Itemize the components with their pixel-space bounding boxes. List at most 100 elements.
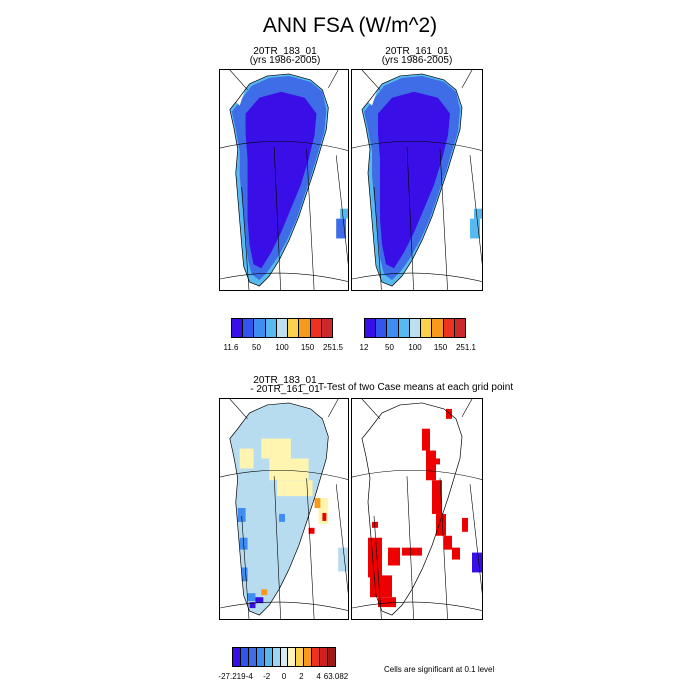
colorbar-tick-label: 0 [281, 672, 287, 681]
colorbar-swatch [254, 319, 266, 337]
grid-cell [462, 517, 468, 532]
grid-cell [368, 537, 382, 578]
colorbar-swatch [280, 648, 289, 666]
grid-cell [269, 458, 309, 481]
grid-cell [470, 218, 480, 239]
case2-colorbar-labels: 12 50 100 150 251.1 [360, 343, 476, 353]
difference-map [220, 399, 348, 619]
grid-cell [261, 438, 291, 459]
case1-colorbar-labels: 11.6 50 100 150 251.5 [224, 343, 344, 353]
colorbar-tick-label: -27.219 [218, 672, 246, 681]
colorbar-swatch [310, 319, 322, 337]
grid-cell [378, 597, 396, 608]
colorbar-swatch [288, 319, 300, 337]
colorbar-swatch [365, 319, 377, 337]
significance-note: Cells are significant at 0.1 level [384, 665, 495, 674]
colorbar-swatch [296, 648, 305, 666]
colorbar-swatch [328, 648, 335, 666]
colorbar-tick-label: 150 [300, 343, 315, 352]
grid-cell [318, 498, 329, 524]
grid-cell [322, 512, 327, 521]
grid-cell [247, 593, 256, 602]
case1-years: (yrs 1986-2005) [249, 55, 321, 66]
diff-title-line1: 20TR_183_01 [253, 375, 317, 386]
colorbar-tick-label: -2 [263, 672, 271, 681]
colorbar-swatch [421, 319, 433, 337]
grid-cell [474, 208, 482, 219]
grid-cell [277, 480, 313, 497]
grid-cell [446, 408, 452, 419]
colorbar-tick-label: -4 [245, 672, 253, 681]
grid-cell [279, 513, 285, 522]
difference-map-panel [219, 398, 349, 620]
case1-map-panel [219, 69, 349, 291]
colorbar-swatch [443, 319, 455, 337]
grid-cell [372, 521, 378, 528]
grid-cell [422, 428, 430, 451]
case2-map [352, 70, 482, 290]
colorbar-swatch [240, 648, 249, 666]
grid-cell [452, 547, 460, 560]
colorbar-swatch [299, 319, 311, 337]
case1-colorbar [231, 318, 333, 338]
colorbar-swatch [321, 319, 332, 337]
colorbar-swatch [264, 648, 273, 666]
colorbar-swatch [243, 319, 255, 337]
colorbar-tick-label: 50 [252, 343, 261, 352]
colorbar-tick-label: 100 [408, 343, 422, 352]
colorbar-swatch [276, 319, 289, 337]
ttest-map-panel [351, 398, 483, 620]
grid-cell [434, 458, 440, 465]
grid-cell [370, 575, 392, 598]
colorbar-swatch [232, 319, 244, 337]
grid-cell [388, 547, 400, 566]
difference-colorbar [232, 647, 336, 667]
grid-cell [237, 508, 246, 522]
colorbar-tick-label: 11.6 [223, 343, 239, 352]
case2-years: (yrs 1986-2005) [381, 55, 453, 66]
colorbar-swatch [320, 648, 329, 666]
grid-cell [255, 597, 264, 604]
colorbar-swatch [288, 648, 297, 666]
colorbar-swatch [387, 319, 399, 337]
grid-cell [336, 218, 347, 239]
grid-cell [340, 208, 348, 219]
colorbar-tick-label: 50 [385, 343, 394, 352]
colorbar-tick-label: 251.1 [455, 343, 477, 352]
colorbar-tick-label: 4 [316, 672, 321, 681]
grid-cell [436, 513, 446, 536]
ttest-map [352, 399, 482, 619]
colorbar-swatch [248, 648, 257, 666]
colorbar-swatch [312, 648, 321, 666]
case2-colorbar [364, 318, 466, 338]
grid-cell [239, 448, 254, 469]
colorbar-tick-label: 2 [299, 672, 304, 681]
colorbar-swatch [454, 319, 465, 337]
colorbar-tick-label: 12 [359, 343, 369, 352]
case1-map [220, 70, 348, 290]
case2-map-panel [351, 69, 483, 291]
colorbar-swatch [272, 648, 281, 666]
diff-title-line2: - 20TR_161_01 [250, 384, 320, 395]
colorbar-swatch [398, 319, 410, 337]
grid-cell [432, 480, 442, 514]
case1-title: 20TR_183_01 (yrs 1986-2005) [220, 46, 350, 66]
colorbar-swatch [409, 319, 422, 337]
grid-cell [402, 547, 422, 556]
ttest-title: T-Test of two Case means at each grid po… [318, 382, 514, 393]
case1-name: 20TR_183_01 [253, 46, 317, 57]
case2-name: 20TR_161_01 [385, 46, 449, 57]
colorbar-tick-label: 150 [433, 343, 448, 352]
grid-cell [472, 552, 482, 573]
colorbar-swatch [256, 648, 265, 666]
figure-title: ANN FSA (W/m^2) [262, 14, 438, 37]
colorbar-swatch [265, 319, 277, 337]
grid-cell [338, 547, 348, 572]
colorbar-tick-label: 251.5 [322, 343, 344, 352]
grid-cell [426, 450, 436, 481]
colorbar-swatch [376, 319, 388, 337]
grid-cell [241, 567, 248, 582]
grid-cell [261, 589, 268, 596]
colorbar-swatch [233, 648, 241, 666]
case2-title: 20TR_161_01 (yrs 1986-2005) [352, 46, 482, 66]
